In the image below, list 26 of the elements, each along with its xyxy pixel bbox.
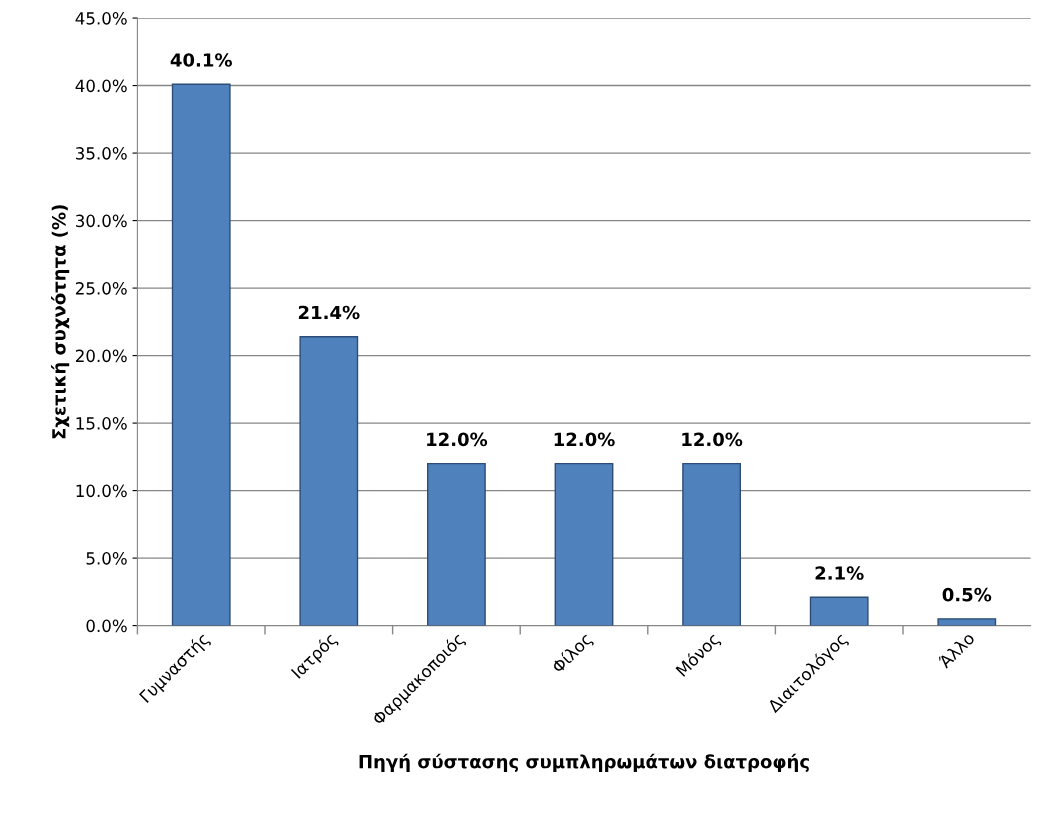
data-label: 12.0% <box>682 432 743 447</box>
y-tick-label: 20.0% <box>75 349 127 363</box>
bar <box>426 462 486 626</box>
data-label: 12.0% <box>554 432 615 447</box>
data-label: 2.1% <box>815 566 864 580</box>
y-tick-label: 5.0% <box>86 552 127 565</box>
y-tick-label: 0.0% <box>86 619 127 633</box>
y-tick-label: 15.0% <box>76 417 127 430</box>
bar <box>171 83 231 626</box>
y-tick-label: 45.0% <box>75 12 127 25</box>
y-tick-label: 25.0% <box>75 282 127 295</box>
y-tick-label: 35.0% <box>76 147 127 160</box>
bar <box>937 618 997 626</box>
bar <box>554 462 614 626</box>
bar <box>299 335 359 626</box>
data-label: 21.4% <box>298 305 360 320</box>
y-tick-label: 30.0% <box>76 214 127 228</box>
bar <box>682 462 742 626</box>
y-tick-label: 10.0% <box>76 484 127 498</box>
data-label: 0.5% <box>942 587 992 602</box>
bar <box>809 596 869 626</box>
y-axis-title: Σχετική συχνότητα (%) <box>50 205 70 439</box>
data-label: 12.0% <box>427 432 488 447</box>
y-tick-label: 40.0% <box>75 79 127 93</box>
x-axis-title: Πηγή σύστασης συμπληρωμάτων διατροφής <box>359 753 809 772</box>
data-label: 40.1% <box>170 53 232 67</box>
